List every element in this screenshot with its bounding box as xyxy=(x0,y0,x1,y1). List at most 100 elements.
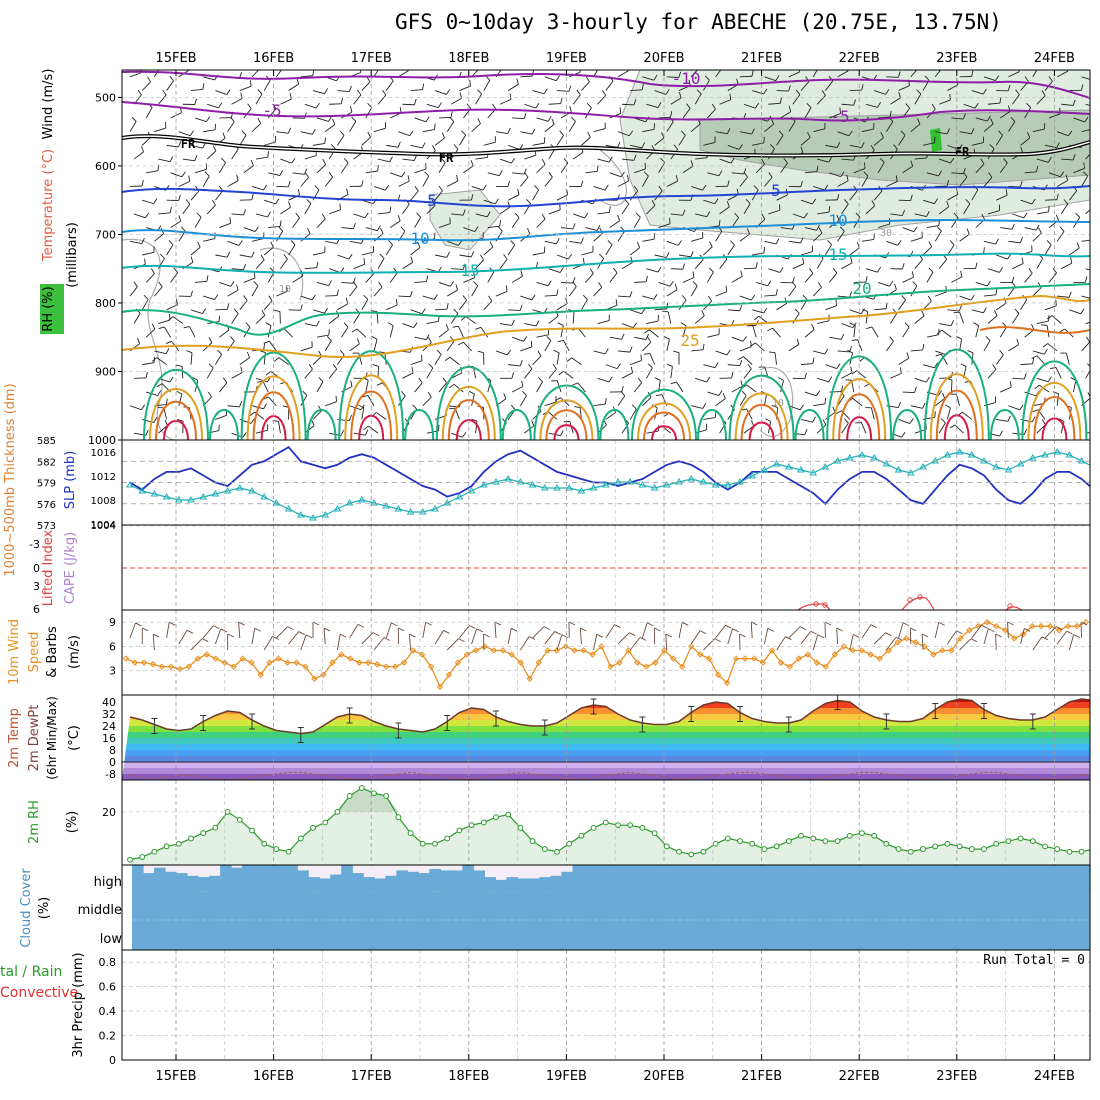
wind-barb xyxy=(910,118,921,133)
wind-barb xyxy=(934,226,942,242)
wind-barb xyxy=(557,339,570,352)
rh2m-point xyxy=(956,843,963,850)
wind-barb xyxy=(142,198,158,205)
wind10m-barb xyxy=(886,636,903,651)
wind-barb xyxy=(1094,410,1100,419)
rh2m-point xyxy=(1054,846,1061,852)
cloud-cover-panel xyxy=(132,865,1091,950)
wind-barb xyxy=(1000,276,1015,284)
wind-barb xyxy=(410,142,426,149)
wind10m-barb xyxy=(898,622,910,639)
wind-barb xyxy=(300,70,315,78)
wind-barb xyxy=(548,363,557,379)
wind-tick: 3 xyxy=(109,665,116,678)
rh2m-point xyxy=(407,830,414,837)
wind-barb xyxy=(450,308,459,324)
date-label-top: 23FEB xyxy=(936,51,977,66)
wind-barb xyxy=(581,245,594,256)
warm-contour xyxy=(728,374,795,440)
warm-contour xyxy=(246,375,301,440)
rh-contour xyxy=(122,238,176,440)
wind-barb xyxy=(219,217,232,229)
slp-point xyxy=(1028,454,1037,461)
wind-barb xyxy=(829,333,845,340)
wind-barb xyxy=(264,198,280,205)
wind-barb xyxy=(1069,242,1080,256)
wind-barb xyxy=(987,204,1000,215)
wind-barb xyxy=(544,238,560,245)
rh2m-point xyxy=(395,814,402,821)
rh-contour xyxy=(259,247,304,301)
wind-barb xyxy=(963,198,971,215)
wind-barb xyxy=(1060,257,1073,270)
wind10m-point xyxy=(167,663,175,670)
wind-barb xyxy=(682,160,694,174)
wind-barb xyxy=(825,193,840,201)
wind-barb xyxy=(572,89,581,105)
wind-barb xyxy=(996,189,1008,201)
wind10m-point xyxy=(849,647,856,654)
rh2m-point xyxy=(920,846,926,852)
wind10m-point xyxy=(840,643,847,650)
wind-barb xyxy=(995,130,1003,146)
wind-barb xyxy=(739,228,750,242)
cloud-high-bar xyxy=(231,867,243,892)
wind-barb xyxy=(936,329,952,338)
wind-barb xyxy=(276,70,282,78)
wind-barb xyxy=(715,285,728,297)
wind-barb xyxy=(560,223,576,230)
rh2m-point xyxy=(822,838,829,844)
temp-tick: 8 xyxy=(109,744,116,757)
wind10m-point xyxy=(948,647,955,654)
wind-barb xyxy=(788,338,800,352)
wind-barb xyxy=(983,288,998,297)
wind-barb xyxy=(414,334,430,341)
wind-barb xyxy=(715,128,731,135)
wind-barb xyxy=(886,71,901,78)
temp-band xyxy=(122,774,1090,780)
wind-barb xyxy=(1050,367,1062,379)
wind-barb xyxy=(800,416,816,423)
rh2m-point xyxy=(724,835,731,842)
wind-barb xyxy=(910,343,925,352)
wind-barb xyxy=(1061,154,1076,161)
wind-barb xyxy=(312,137,326,146)
wind10m-barb xyxy=(849,633,860,651)
wind10m-barb xyxy=(471,628,483,645)
wind-barb xyxy=(983,118,994,133)
cloud-high-bar xyxy=(1057,865,1069,892)
wind-barb xyxy=(495,349,512,356)
slp-point xyxy=(882,460,891,467)
wind10m-point xyxy=(158,663,166,670)
wind10m-barb xyxy=(544,631,561,645)
wind-barb xyxy=(800,357,815,366)
rh2m-point xyxy=(846,832,853,839)
wind-barb xyxy=(731,336,747,342)
wind-barb xyxy=(176,364,184,379)
wind-barb xyxy=(938,418,946,434)
wind-barb xyxy=(316,377,324,393)
wind-barb xyxy=(365,268,375,283)
wind-barb xyxy=(825,299,838,311)
wind-barb xyxy=(324,336,332,352)
wind-barb xyxy=(727,240,735,256)
rh2m-point xyxy=(517,824,524,831)
rh2m-point xyxy=(663,843,670,850)
contour-label: 5 xyxy=(427,191,437,210)
wind-barb xyxy=(402,154,417,162)
rh2m-point xyxy=(1005,838,1012,844)
wind-barb xyxy=(304,261,319,270)
slp-point xyxy=(809,469,818,476)
wind-barb xyxy=(743,198,751,215)
slp-tick: 1004 xyxy=(91,520,116,531)
wind-barb xyxy=(780,158,788,174)
wind-barb xyxy=(511,380,524,393)
lifted-index-line xyxy=(797,603,831,611)
temp-band xyxy=(122,780,1090,786)
wind10m-barb xyxy=(238,621,245,639)
wind-barb xyxy=(414,163,427,174)
wind-barb xyxy=(690,70,698,78)
wind-barb xyxy=(508,144,524,150)
wind-barb xyxy=(743,363,752,379)
wind-barb xyxy=(1094,132,1100,145)
